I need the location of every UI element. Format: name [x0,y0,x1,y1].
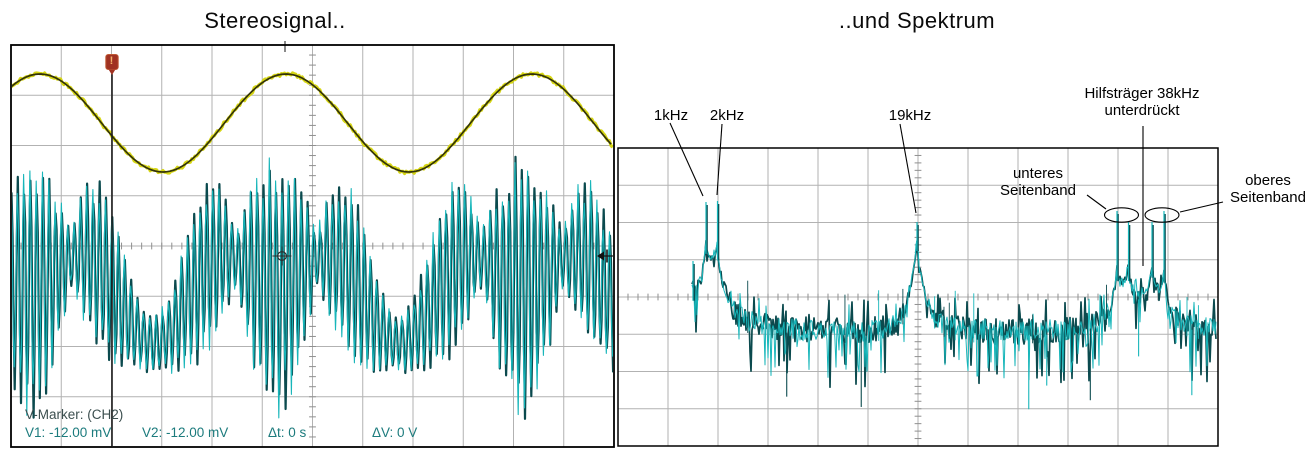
spectrum-label-19khz: 19kHz [888,107,932,124]
carrier-suppressed-label: Hilfsträger 38kHz unterdrückt [1084,85,1199,119]
spectrum-label-2khz: 2kHz [709,107,745,124]
v2-readout: V2: -12.00 mV [142,425,229,440]
spectrum-label-1khz: 1kHz [653,107,689,124]
delta-t-readout: Δt: 0 s [268,425,307,440]
time-marker-flag-glyph: ! [109,55,114,67]
upper-sideband-label-line1: oberes [1245,172,1291,189]
lower-sideband-label-line2: Seitenband [1000,182,1076,199]
lower-sideband-label: unteres Seitenband [1000,165,1076,199]
v-marker-channel-label: V-Marker: (CH2) [25,407,124,422]
carrier-suppressed-label-line1: Hilfsträger 38kHz [1084,85,1200,102]
v1-readout: V1: -12.00 mV [25,425,112,440]
lower-sideband-label-line1: unteres [1012,165,1064,182]
upper-sideband-label-line2: Seitenband [1230,189,1306,206]
left-chart-title: Stereosignal.. [204,8,346,33]
delta-v-readout: ΔV: 0 V [372,425,418,440]
right-chart-title: ..und Spektrum [838,8,996,33]
upper-sideband-label: oberes Seitenband [1230,172,1306,206]
carrier-suppressed-label-line2: unterdrückt [1104,102,1180,119]
